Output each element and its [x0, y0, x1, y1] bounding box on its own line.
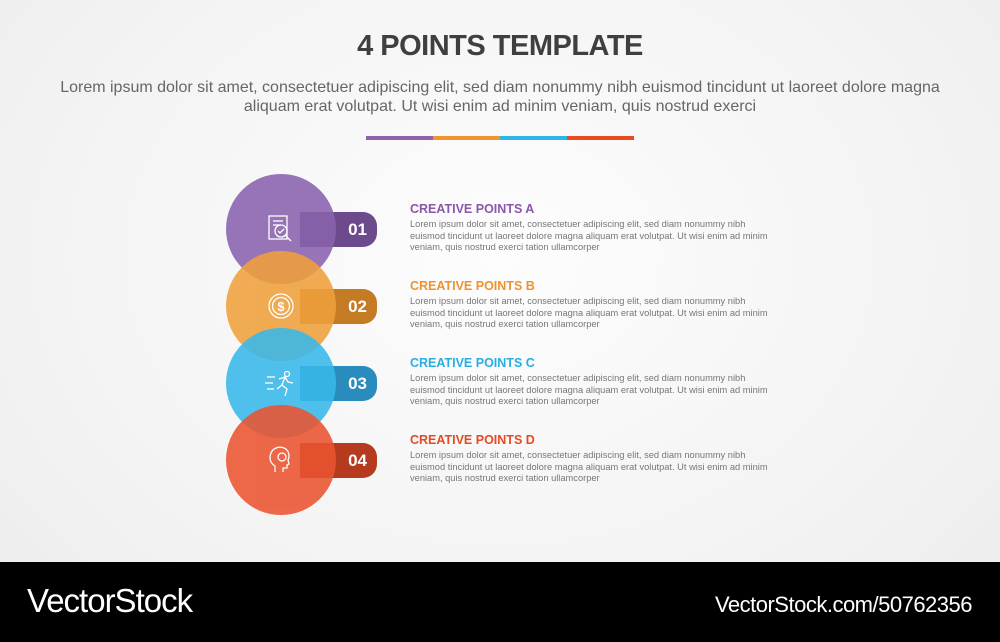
point-number: 03	[348, 373, 367, 393]
divider-segment	[567, 136, 634, 140]
point-number: 01	[348, 219, 367, 239]
point-number: 02	[348, 296, 367, 316]
running-person-icon	[265, 370, 294, 397]
divider-segment	[433, 136, 500, 140]
page-subtitle: Lorem ipsum dolor sit amet, consectetuer…	[60, 79, 940, 115]
point-item: CREATIVE POINTS D Lorem ipsum dolor sit a…	[410, 433, 780, 485]
point-description: Lorem ipsum dolor sit amet, consectetuer…	[410, 450, 768, 483]
point-description: Lorem ipsum dolor sit amet, consectetuer…	[410, 219, 768, 252]
point-description: Lorem ipsum dolor sit amet, consectetuer…	[410, 373, 768, 406]
point-title: CREATIVE POINTS D	[410, 433, 535, 447]
footer-bar: VectorStock VectorStock.com/50762356	[0, 562, 1000, 642]
point-item: CREATIVE POINTS A Lorem ipsum dolor sit a…	[410, 202, 780, 254]
document-search-icon	[268, 215, 292, 242]
point-title: CREATIVE POINTS C	[410, 356, 535, 370]
point-number: 04	[348, 450, 367, 470]
point-item: CREATIVE POINTS B Lorem ipsum dolor sit a…	[410, 279, 780, 331]
point-item: CREATIVE POINTS C Lorem ipsum dolor sit a…	[410, 356, 780, 408]
point-title: CREATIVE POINTS A	[410, 202, 535, 216]
page-title: 4 POINTS TEMPLATE	[357, 30, 643, 62]
point-description: Lorem ipsum dolor sit amet, consectetuer…	[410, 296, 768, 329]
divider-segment	[366, 136, 433, 140]
svg-text:$: $	[277, 299, 285, 314]
color-divider	[366, 136, 634, 140]
dollar-coin-icon: $	[268, 293, 294, 319]
divider-segment	[500, 136, 567, 140]
footer-url: VectorStock.com/50762356	[714, 592, 973, 617]
point-title: CREATIVE POINTS B	[410, 279, 535, 293]
head-gear-icon	[269, 446, 290, 472]
footer-logo: VectorStock	[27, 582, 193, 619]
point-circle	[226, 405, 336, 515]
